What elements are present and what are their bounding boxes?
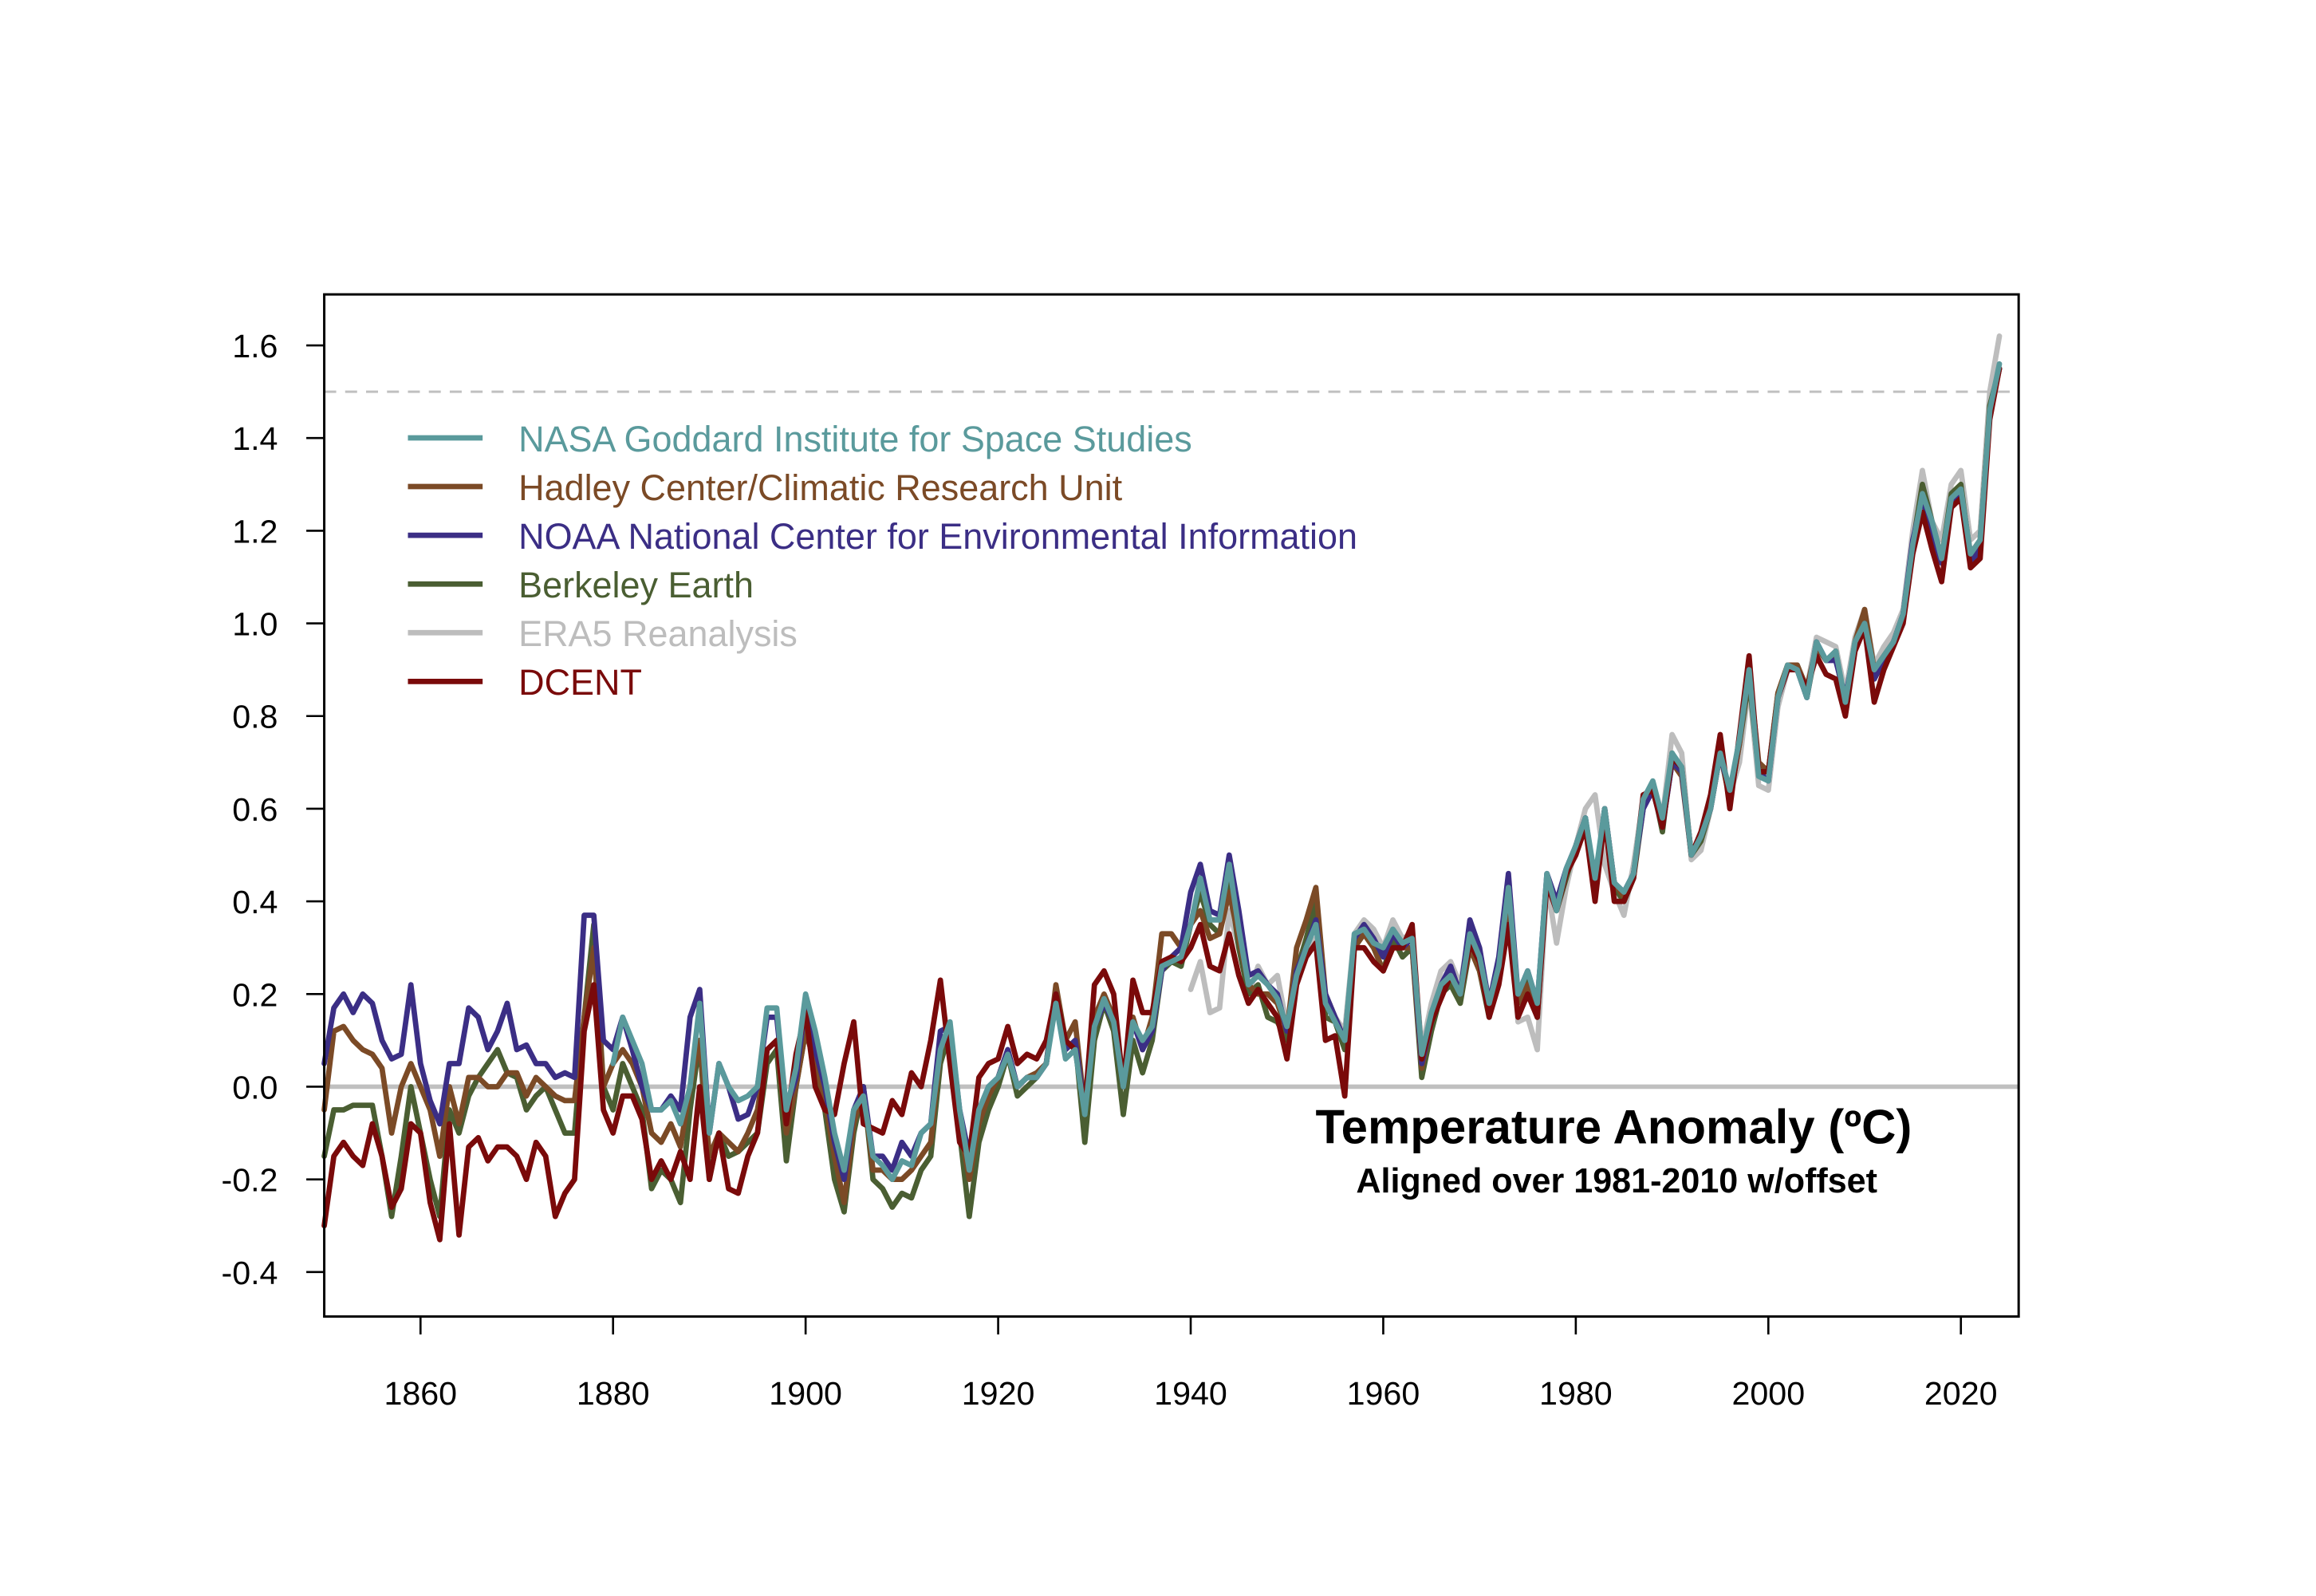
annotation-title: Temperature Anomaly (ºC) xyxy=(1315,1100,1912,1153)
x-tick-label: 1960 xyxy=(1347,1375,1420,1412)
legend-label: DCENT xyxy=(518,662,642,703)
legend-label: NASA Goddard Institute for Space Studies xyxy=(518,419,1192,459)
y-tick-label: 1.6 xyxy=(232,328,278,365)
x-tick-label: 2020 xyxy=(1924,1375,1998,1412)
x-tick-label: 2000 xyxy=(1731,1375,1805,1412)
reference-lines xyxy=(324,390,2019,1090)
y-tick-label: 1.2 xyxy=(232,513,278,550)
plot-frame xyxy=(323,293,2020,1318)
legend-label: NOAA National Center for Environmental I… xyxy=(518,516,1357,557)
legend-label: Berkeley Earth xyxy=(518,565,754,605)
x-tick-label: 1880 xyxy=(577,1375,650,1412)
y-axis: -0.4 -0.2 0.0 0.2 0.4 0.6 0.8 1.0 1.2 1.4 1.6 xyxy=(221,328,325,1291)
x-tick-label: 1980 xyxy=(1539,1375,1613,1412)
x-axis: 1860 1880 1900 1920 1940 1960 1980 2000 2020 xyxy=(384,1316,1998,1412)
series-line-nasa-goddard-institute-for-space-studies xyxy=(610,361,2003,1183)
y-tick-label: 1.0 xyxy=(232,606,278,643)
series-line-dcent xyxy=(321,365,2003,1243)
y-tick-label: 0.0 xyxy=(232,1069,278,1105)
y-tick-label: 0.6 xyxy=(232,791,278,828)
legend: NASA Goddard Institute for Space Studies… xyxy=(408,419,1357,703)
x-tick-label: 1860 xyxy=(384,1375,457,1412)
x-tick-label: 1920 xyxy=(962,1375,1035,1412)
x-tick-label: 1940 xyxy=(1154,1375,1227,1412)
y-tick-label: -0.4 xyxy=(221,1255,278,1291)
y-tick-label: 0.2 xyxy=(232,976,278,1013)
annotation-subtitle: Aligned over 1981-2010 w/offset xyxy=(1356,1162,1877,1200)
y-tick-label: 0.4 xyxy=(232,884,278,920)
x-tick-label: 1900 xyxy=(769,1375,842,1412)
y-tick-label: 0.8 xyxy=(232,699,278,735)
legend-label: Hadley Center/Climatic Research Unit xyxy=(518,467,1122,508)
y-tick-label: 1.4 xyxy=(232,420,278,457)
y-tick-label: -0.2 xyxy=(221,1162,278,1199)
legend-label: ERA5 Reanalysis xyxy=(518,613,798,654)
series-lines xyxy=(321,333,2003,1243)
